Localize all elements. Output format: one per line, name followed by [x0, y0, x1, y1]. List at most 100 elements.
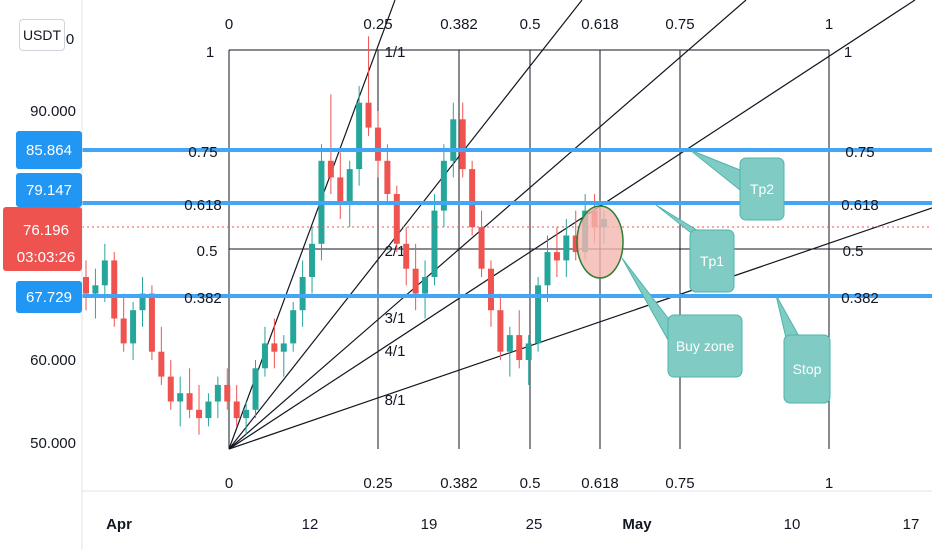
callout-stop: Stop — [775, 294, 831, 404]
y-axis-tick-label: 0 — [66, 31, 74, 48]
candle-body — [356, 102, 363, 170]
price-level-label-left: 0.75 — [188, 144, 217, 161]
candles — [83, 36, 607, 435]
price-level-label-right: 0.382 — [841, 290, 879, 307]
candle-body — [252, 368, 259, 410]
price-badge — [16, 131, 82, 169]
currency-button[interactable]: USDT — [19, 19, 65, 51]
candle-body — [139, 293, 146, 311]
gann-time-label-top: 0.382 — [440, 16, 478, 33]
candle-body — [525, 343, 532, 360]
candle-body — [478, 227, 485, 269]
candle-body — [130, 310, 137, 344]
gann-mid-label-left: 0.5 — [197, 243, 218, 260]
callout-box — [667, 314, 743, 378]
callout-text: Tp1 — [700, 253, 724, 269]
buy-zone-ellipse — [576, 205, 624, 279]
callout-box — [689, 229, 735, 293]
gann-time-label-bottom: 0 — [225, 475, 233, 492]
x-axis-tick-label: 10 — [784, 516, 801, 533]
candle-body — [450, 119, 457, 161]
candle-body — [167, 376, 174, 402]
candle-body — [563, 235, 570, 261]
gann-fan-ratio-label: 4/1 — [385, 343, 406, 360]
gann-fan-line — [228, 0, 916, 450]
price-level-label-right: 0.75 — [845, 144, 874, 161]
candle-body — [422, 277, 429, 294]
candle-body — [469, 169, 476, 228]
gann-time-label-top: 1 — [825, 16, 833, 33]
candle-body — [120, 318, 127, 344]
candle-body — [440, 160, 447, 211]
callout-box — [739, 157, 785, 221]
price-badge-text: 79.147 — [26, 182, 72, 199]
gann-fan-line — [228, 0, 747, 450]
candle-body — [309, 243, 316, 277]
y-axis-tick-label: 60.000 — [30, 352, 76, 369]
current-price-value: 76.196 — [23, 222, 69, 239]
current-price-countdown: 03:03:26 — [17, 249, 75, 266]
candle-body — [572, 235, 579, 253]
candle-body — [233, 401, 240, 419]
gann-time-label-top: 0.75 — [665, 16, 694, 33]
candle-body — [196, 409, 203, 419]
gann-price-label: 1 — [206, 44, 214, 61]
gann-time-label-bottom: 0.75 — [665, 475, 694, 492]
x-axis-tick-label: 12 — [302, 516, 319, 533]
x-axis-tick-label: Apr — [106, 516, 132, 533]
price-levels: 0.75 0.75 0.618 0.618 0.382 0.382 — [82, 144, 932, 307]
gann-fan-ratio-label: 2/1 — [385, 243, 406, 260]
candle-body — [497, 310, 504, 352]
gann-grid: 0 0 0.25 0.25 0.382 0.382 0.5 0.5 0.618 0.618 0.75… — [197, 0, 932, 492]
candle-body — [205, 401, 212, 419]
candle-body — [431, 210, 438, 277]
price-badge — [16, 281, 82, 313]
candle-body — [412, 268, 419, 294]
candle-body — [224, 384, 231, 402]
price-badges: 85.864 79.147 67.729 76.196 03:03:26 — [3, 131, 82, 313]
candle-body — [101, 260, 108, 286]
candle-body — [346, 169, 353, 203]
candle-body — [290, 310, 297, 344]
candle-body — [384, 160, 391, 194]
candle-body — [459, 119, 466, 170]
callout-text: Tp2 — [750, 181, 774, 197]
candle-body — [487, 268, 494, 311]
callout-text: Buy zone — [676, 338, 735, 354]
candle-body — [374, 127, 381, 161]
gann-time-label-top: 0 — [225, 16, 233, 33]
gann-price-label-right: 1 — [844, 44, 852, 61]
candle-body — [186, 393, 193, 410]
gann-fan-ratio-label: 1/1 — [385, 44, 406, 61]
candle-body — [261, 343, 268, 369]
gann-time-label-bottom: 1 — [825, 475, 833, 492]
candle-body — [177, 393, 184, 402]
candle-body — [214, 384, 221, 402]
gann-fan-ratio-label: 3/1 — [385, 310, 406, 327]
gann-fan-line — [228, 207, 932, 450]
gann-time-label-bottom: 0.618 — [581, 475, 619, 492]
candle-body — [516, 335, 523, 360]
callout-box — [783, 334, 831, 404]
price-level-label-right: 0.618 — [841, 197, 879, 214]
callout-buy-zone: Buy zone — [621, 257, 743, 378]
x-axis-tick-label: 25 — [526, 516, 543, 533]
gann-fan-ratio-label: 8/1 — [385, 392, 406, 409]
price-badge — [16, 173, 82, 207]
gann-mid-label-right: 0.5 — [843, 243, 864, 260]
y-axis-tick-label: 90.000 — [30, 103, 76, 120]
candle-body — [92, 285, 99, 294]
current-price-badge — [3, 207, 82, 271]
candle-body — [327, 160, 334, 178]
candle-body — [393, 194, 400, 244]
candle-body — [271, 343, 278, 352]
candle-body — [243, 409, 250, 419]
candle-body — [83, 277, 89, 294]
x-axis-tick-label: 19 — [421, 516, 438, 533]
y-axis-tick-label: 50.000 — [30, 435, 76, 452]
gann-time-label-top: 0.5 — [520, 16, 541, 33]
candle-body — [544, 252, 551, 286]
gann-time-label-bottom: 0.5 — [520, 475, 541, 492]
